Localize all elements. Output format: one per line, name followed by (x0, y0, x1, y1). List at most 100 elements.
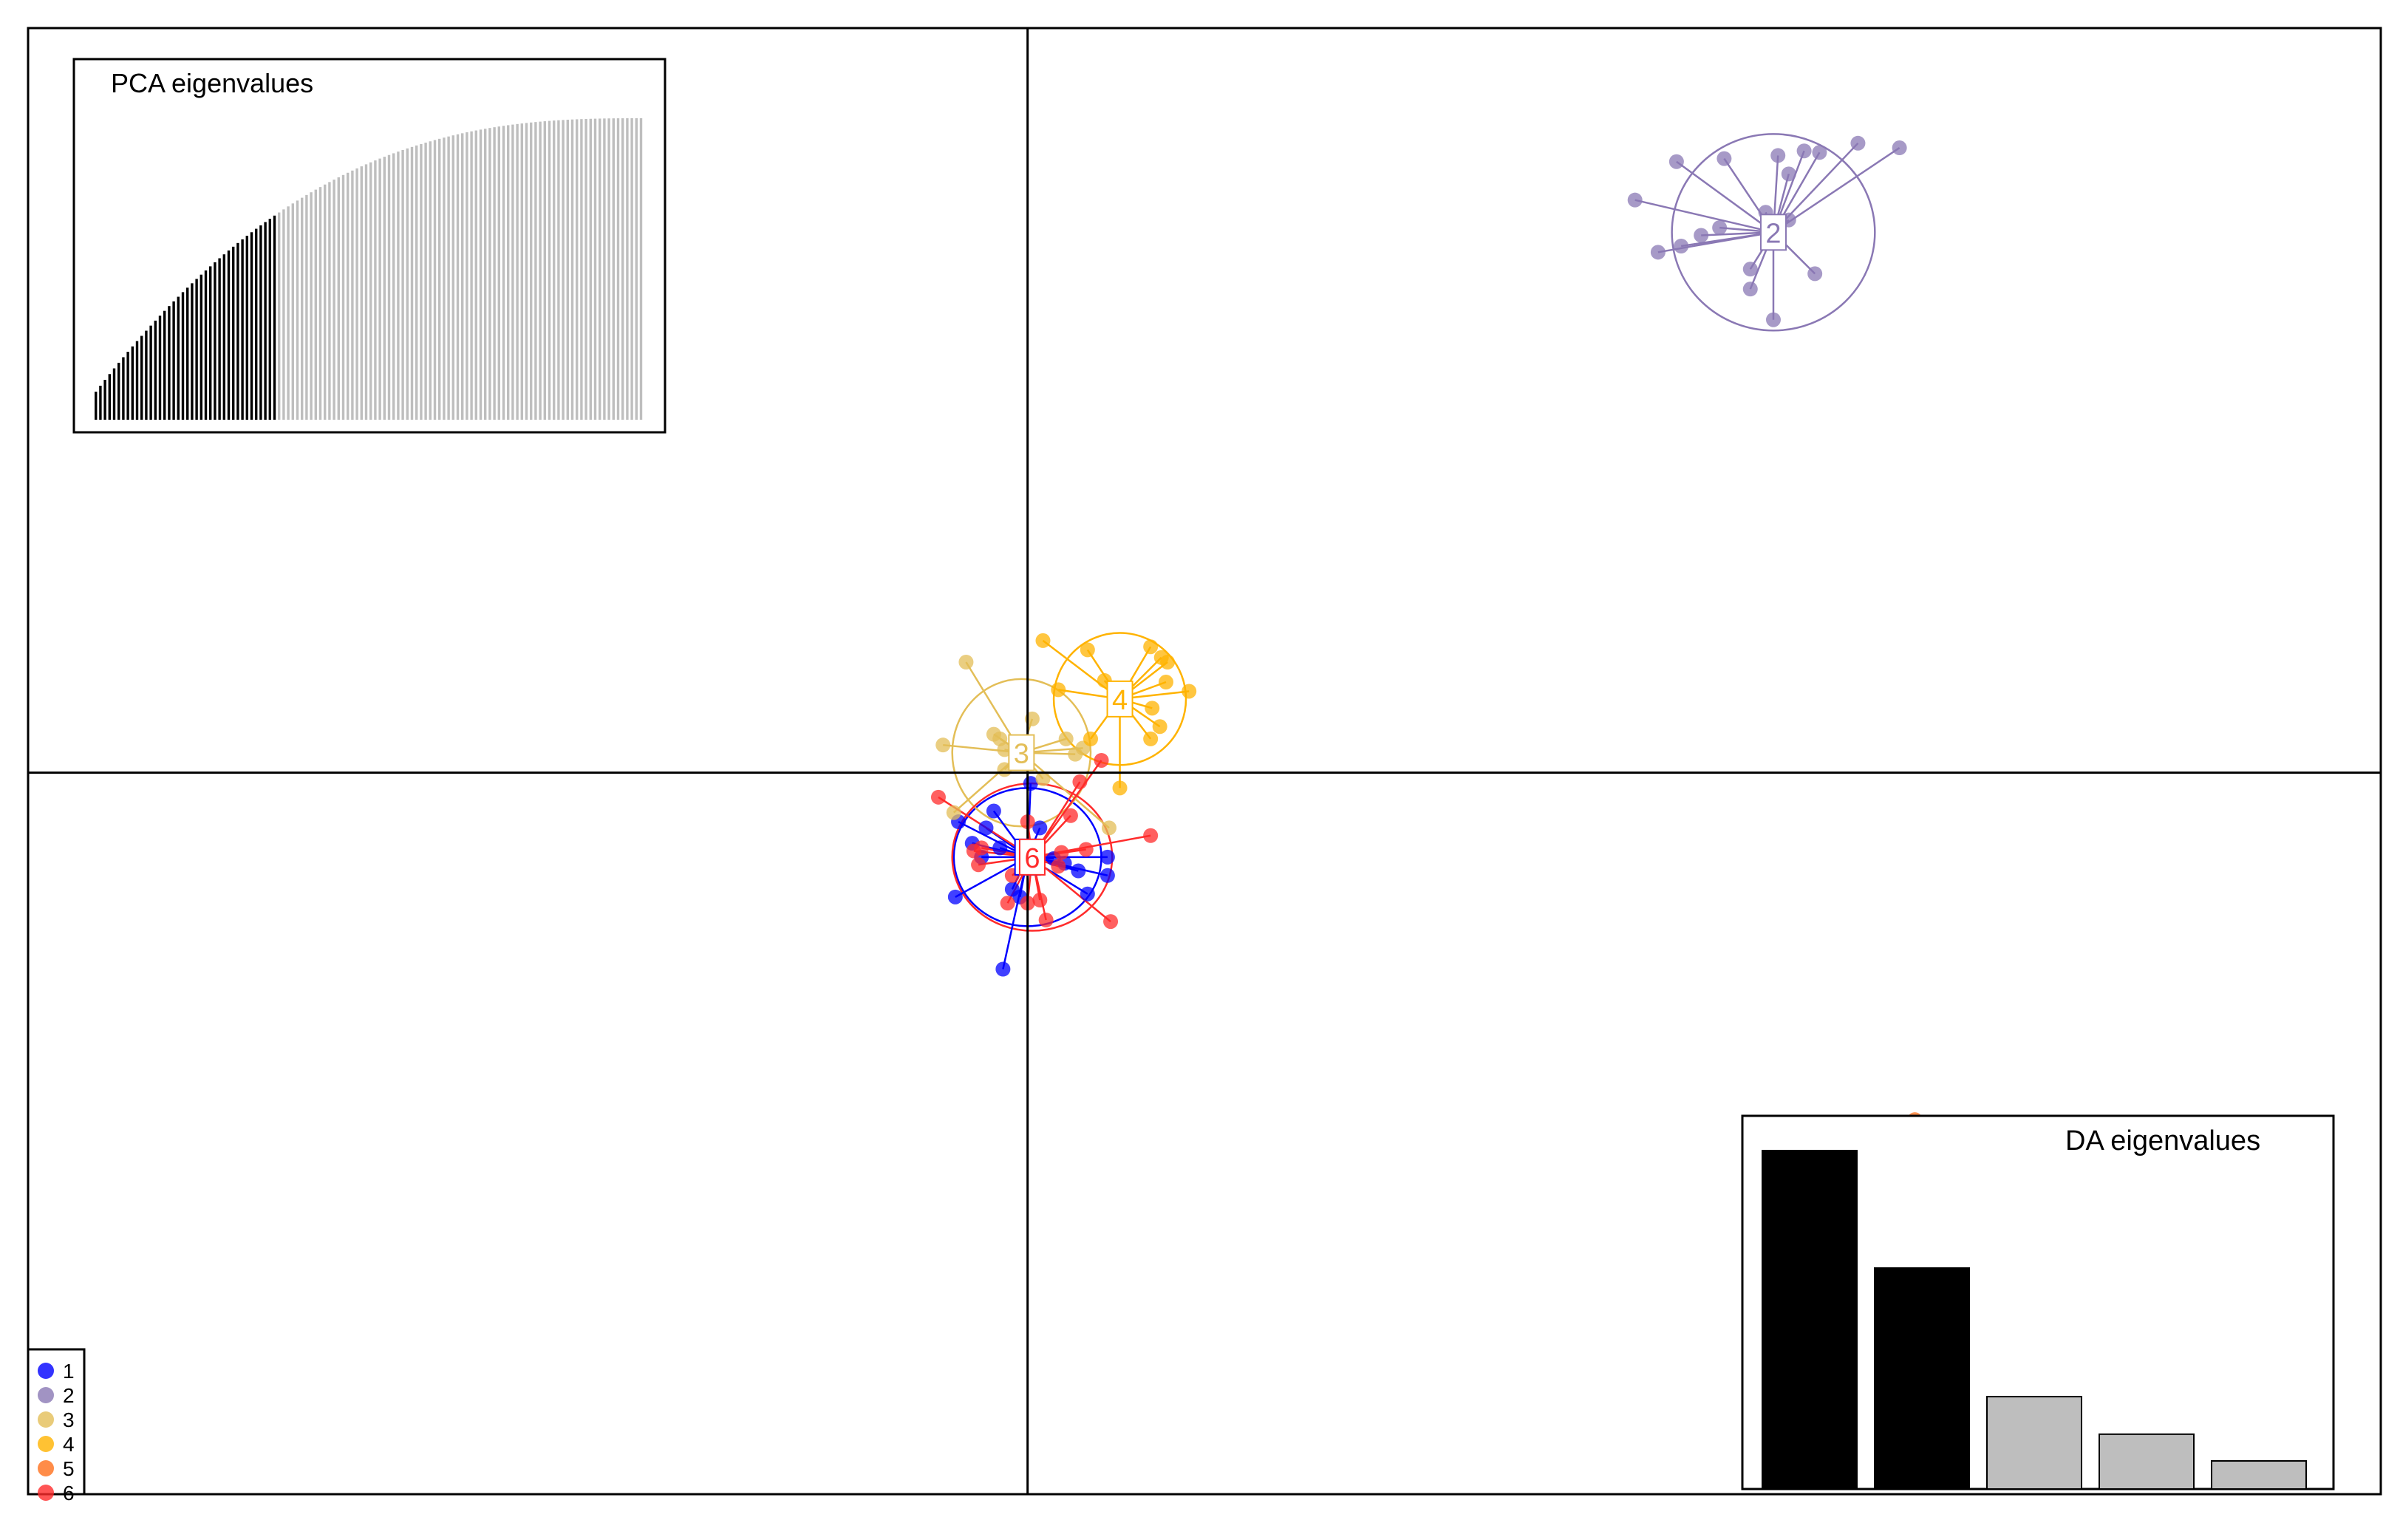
pca-bar (200, 274, 203, 420)
pca-bar (341, 174, 345, 420)
pca-bar (318, 187, 322, 420)
pca-bar (420, 143, 423, 420)
pca-bar (209, 266, 212, 420)
cluster-3-point (1101, 820, 1117, 836)
legend-item-5: 5 (38, 1457, 75, 1480)
cluster-2-label-text: 2 (1765, 218, 1781, 249)
cluster-2-point (1742, 282, 1758, 297)
cluster-4-point (1143, 731, 1159, 746)
plot-frame (27, 27, 2382, 1496)
pca-bar (158, 316, 162, 420)
cluster-3-label: 3 (1008, 734, 1035, 771)
pca-bar (616, 118, 620, 420)
da-bar (1986, 1395, 2082, 1490)
pca-bar (355, 168, 358, 420)
pca-bar (566, 120, 570, 420)
cluster-4-label-text: 4 (1112, 685, 1128, 716)
pca-bar (168, 306, 171, 420)
cluster-6-point (971, 857, 986, 873)
pca-bar (424, 143, 427, 420)
pca-bar (310, 192, 313, 420)
cluster-2-point (1781, 166, 1796, 182)
cluster-2-point (1627, 192, 1643, 208)
pca-bar (621, 118, 624, 420)
cluster-2-point (1892, 140, 1907, 156)
cluster-2-point (1742, 262, 1758, 277)
legend-item-1: 1 (38, 1360, 75, 1383)
cluster-2-spoke (1680, 231, 1774, 248)
cluster-2-point (1770, 148, 1786, 163)
legend-item-2: 2 (38, 1384, 75, 1407)
pca-bar (314, 189, 318, 420)
legend-label: 3 (63, 1408, 75, 1431)
pca-bar (401, 149, 404, 420)
pca-bar (181, 292, 185, 420)
cluster-3-spoke (1020, 752, 1110, 829)
pca-bar (576, 119, 579, 420)
pca-bar (140, 335, 143, 420)
pca-bar (264, 222, 267, 420)
legend-item-3: 3 (38, 1408, 75, 1431)
pca-bar (525, 123, 528, 420)
pca-bar (172, 301, 175, 420)
pca-bar (328, 182, 331, 420)
pca-bar (250, 232, 253, 420)
pca-bar (438, 138, 441, 420)
pca-bar (488, 128, 491, 420)
cluster-2-label-box (1759, 214, 1787, 251)
da-eigenvalues-inset: DA eigenvalues (1741, 1114, 2335, 1490)
cluster-3-point (958, 655, 974, 670)
cluster-3-point (1058, 731, 1074, 746)
da-bar (1874, 1267, 1970, 1490)
pca-bar (378, 158, 381, 420)
cluster-6-point (1143, 828, 1159, 843)
cluster-6-point (966, 843, 981, 859)
cluster-4-point (1112, 780, 1128, 796)
legend-marker (38, 1411, 54, 1428)
pca-bar (241, 239, 244, 420)
pca-bar (635, 118, 638, 420)
pca-bar (397, 151, 400, 420)
da-bars (1762, 1150, 2307, 1490)
pca-bar (324, 184, 327, 420)
legend-marker (38, 1436, 54, 1452)
pca-bar (484, 129, 487, 420)
pca-bar (447, 136, 450, 420)
pca-bar (195, 279, 198, 420)
pca-bar (122, 357, 125, 420)
pca-bar (163, 310, 166, 420)
pca-bar (337, 177, 341, 420)
cluster-6-point (1072, 774, 1088, 790)
pca-bar (149, 325, 152, 420)
cluster-4-point (1035, 633, 1051, 648)
pca-bar (364, 164, 368, 420)
pca-bar (553, 120, 556, 420)
cluster-2-point (1796, 143, 1812, 159)
pca-bar (305, 194, 308, 420)
pca-bar (548, 120, 551, 420)
cluster-4-point (1145, 701, 1160, 716)
cluster-6-point (1000, 896, 1015, 911)
pca-bar (433, 140, 437, 420)
cluster-1-point (1032, 820, 1048, 836)
legend-marker (38, 1460, 54, 1476)
pca-bar (218, 258, 221, 420)
cluster-1-point (992, 840, 1008, 856)
da-bar (2099, 1433, 2195, 1490)
pca-bar (466, 132, 468, 420)
pca-bar (347, 172, 350, 420)
pca-bar (255, 228, 258, 420)
da-bar (2211, 1459, 2307, 1490)
pca-bar (415, 145, 418, 420)
pca-bar (112, 368, 116, 420)
legend-label: 5 (63, 1457, 75, 1480)
pca-bar (539, 121, 542, 420)
cluster-6-point (1078, 842, 1094, 857)
pca-bar (369, 162, 372, 420)
cluster-2-spoke (1676, 160, 1774, 234)
pca-bar (103, 380, 106, 420)
cluster-2-point (1674, 239, 1689, 254)
cluster-1-point (1100, 849, 1115, 865)
cluster-6-point (930, 789, 946, 805)
